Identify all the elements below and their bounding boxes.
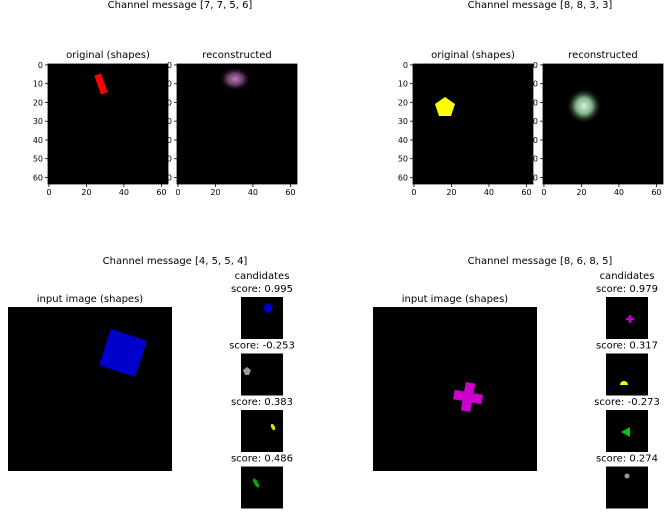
y-tick-label: 50 — [528, 155, 538, 164]
panel-title: Channel message [8, 6, 8, 5] — [468, 256, 613, 267]
x-tick-label: 20 — [81, 188, 91, 197]
x-tick-label: 60 — [285, 188, 295, 197]
shape — [252, 478, 260, 488]
y-tick-label: 40 — [162, 136, 172, 145]
y-tick-label: 40 — [398, 136, 408, 145]
y-tick-label: 50 — [162, 155, 172, 164]
y-tick-label: 20 — [33, 98, 43, 107]
blob — [219, 67, 251, 91]
y-tick-label: 60 — [528, 173, 538, 182]
x-tick-label: 0 — [541, 188, 546, 197]
subplot-title: original (shapes) — [66, 50, 150, 61]
input-image — [373, 307, 537, 471]
panel-title: Channel message [7, 7, 5, 6] — [108, 0, 253, 11]
x-tick-label: 40 — [248, 188, 258, 197]
panel-title: Channel message [8, 8, 3, 3] — [468, 0, 613, 11]
score-label: score: 0.979 — [596, 284, 658, 295]
axes-frame — [412, 63, 534, 185]
shape — [243, 367, 251, 375]
axes-frame — [176, 63, 298, 185]
y-tick-label: 0 — [167, 61, 172, 70]
blob — [566, 88, 602, 124]
shape — [626, 315, 634, 323]
input-title: input image (shapes) — [402, 294, 509, 305]
y-tick-label: 30 — [528, 117, 538, 126]
x-tick-label: 60 — [521, 188, 531, 197]
score-label: score: 0.486 — [231, 454, 293, 465]
score-label: score: 0.995 — [231, 284, 293, 295]
x-tick-label: 0 — [411, 188, 416, 197]
input-image — [8, 307, 172, 471]
y-tick-label: 30 — [162, 117, 172, 126]
shape — [620, 381, 628, 385]
axes-frame — [542, 63, 664, 185]
y-tick-label: 0 — [38, 61, 43, 70]
candidates-title: candidates — [235, 271, 290, 282]
y-tick-label: 20 — [528, 98, 538, 107]
image — [48, 64, 168, 184]
y-tick-label: 50 — [33, 155, 43, 164]
y-tick-label: 40 — [528, 136, 538, 145]
candidate-image — [241, 297, 283, 339]
y-tick-label: 40 — [33, 136, 43, 145]
shape — [94, 73, 108, 95]
x-tick-label: 0 — [175, 188, 180, 197]
candidate-image — [241, 410, 283, 452]
shape — [435, 97, 455, 116]
x-tick-label: 60 — [651, 188, 661, 197]
x-tick-label: 20 — [446, 188, 456, 197]
x-tick-label: 20 — [210, 188, 220, 197]
y-tick-label: 10 — [33, 80, 43, 89]
y-tick-label: 60 — [398, 173, 408, 182]
shape — [99, 329, 147, 377]
shape — [262, 302, 274, 314]
y-tick-label: 50 — [398, 155, 408, 164]
score-label: score: 0.383 — [231, 397, 293, 408]
y-tick-label: 20 — [162, 98, 172, 107]
x-tick-label: 0 — [46, 188, 51, 197]
y-tick-label: 30 — [398, 117, 408, 126]
shape — [452, 381, 484, 413]
y-tick-label: 0 — [533, 61, 538, 70]
candidates-title: candidates — [600, 271, 655, 282]
input-title: input image (shapes) — [37, 294, 144, 305]
image — [543, 64, 663, 184]
x-tick-label: 60 — [156, 188, 166, 197]
image — [413, 64, 533, 184]
subplot-title: reconstructed — [568, 50, 638, 61]
score-label: score: 0.317 — [596, 341, 658, 352]
subplot-title: reconstructed — [202, 50, 272, 61]
axes-frame — [47, 63, 169, 185]
x-tick-label: 40 — [614, 188, 624, 197]
candidate-image — [241, 466, 283, 509]
shape — [621, 427, 630, 437]
x-tick-label: 20 — [576, 188, 586, 197]
panel-title: Channel message [4, 5, 5, 4] — [103, 256, 248, 267]
shape — [270, 423, 276, 431]
y-tick-label: 10 — [528, 80, 538, 89]
candidate-image — [606, 353, 648, 396]
score-label: score: 0.274 — [596, 454, 658, 465]
score-label: score: -0.253 — [229, 341, 295, 352]
x-tick-label: 40 — [119, 188, 129, 197]
score-label: score: -0.273 — [594, 397, 660, 408]
y-tick-label: 10 — [398, 80, 408, 89]
y-tick-label: 60 — [162, 173, 172, 182]
y-tick-label: 20 — [398, 98, 408, 107]
candidate-image — [606, 466, 648, 509]
shape — [624, 473, 630, 479]
y-tick-label: 30 — [33, 117, 43, 126]
x-tick-label: 40 — [484, 188, 494, 197]
y-tick-label: 60 — [33, 173, 43, 182]
y-tick-label: 0 — [403, 61, 408, 70]
subplot-title: original (shapes) — [431, 50, 515, 61]
y-tick-label: 10 — [162, 80, 172, 89]
